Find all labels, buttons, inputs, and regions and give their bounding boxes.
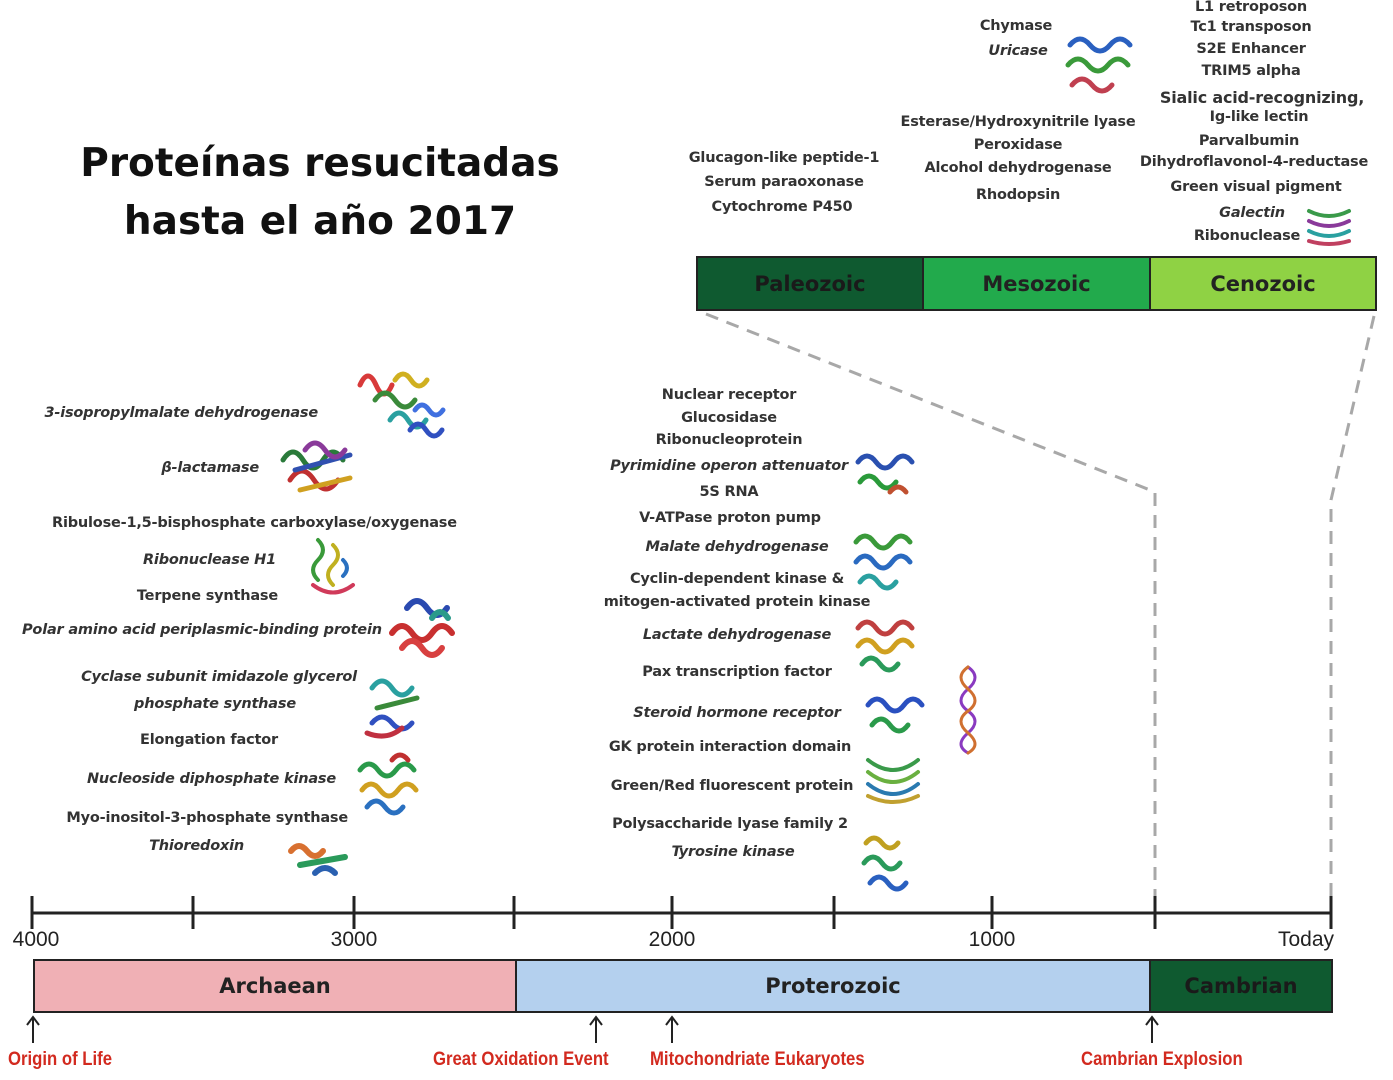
protein-label: Lactate dehydrogenase <box>642 627 832 643</box>
title-line-1: Proteínas resucitadas <box>80 141 560 186</box>
protein-label: Ribonuclease H1 <box>142 552 276 568</box>
event-origin-of-life: Origin of Life <box>8 1049 113 1070</box>
tick-label-3000: 3000 <box>330 928 378 951</box>
protein-label: Rhodopsin <box>975 187 1061 203</box>
protein-label: Peroxidase <box>973 137 1063 153</box>
protein-label: TRIM5 alpha <box>1201 63 1301 79</box>
protein-label: Pax transcription factor <box>642 664 832 680</box>
protein-label: Sialic acid-recognizing, <box>1159 88 1365 107</box>
protein-structure-icon <box>866 758 920 804</box>
protein-structure-icon <box>364 678 420 739</box>
protein-label: Polysaccharide lyase family 2 <box>612 816 848 832</box>
event-cambrian-explosion: Cambrian Explosion <box>1081 1049 1243 1070</box>
tick-label-4000: 4000 <box>12 928 60 951</box>
protein-label: Galectin <box>1219 205 1285 221</box>
eon-archaean: Archaean <box>33 959 517 1013</box>
protein-structure-icon <box>311 538 355 595</box>
protein-label: Parvalbumin <box>1198 133 1300 149</box>
protein-label: 3-isopropylmalate dehydrogenase <box>44 405 319 421</box>
protein-label: Glucosidase <box>681 410 777 426</box>
protein-label: Chymase <box>979 18 1053 34</box>
zoom-connector-right <box>1329 315 1376 896</box>
protein-label: Steroid hormone receptor <box>633 705 841 721</box>
event-arrows <box>26 1015 1159 1043</box>
tick-label-today: Today <box>1277 928 1335 951</box>
protein-label: Ribulose-1,5-bisphosphate carboxylase/ox… <box>52 515 457 531</box>
protein-label: GK protein interaction domain <box>608 739 852 755</box>
protein-label: Tc1 transposon <box>1190 19 1312 35</box>
protein-structure-icon <box>1065 36 1133 94</box>
protein-label: Ribonuclease <box>1193 228 1301 244</box>
event-great-oxidation: Great Oxidation Event <box>433 1049 609 1070</box>
protein-label: Ig-like lectin <box>1209 109 1309 125</box>
protein-label: Myo-inositol-3-phosphate synthase <box>66 810 348 826</box>
protein-label: Cyclase subunit imidazole glycerol <box>81 669 357 685</box>
protein-label: Nuclear receptor <box>661 387 797 403</box>
protein-label: Polar amino acid periplasmic-binding pro… <box>22 622 382 638</box>
era-cenozoic: Cenozoic <box>1149 256 1377 311</box>
protein-structure-icon <box>357 752 419 816</box>
protein-label: Green visual pigment <box>1170 179 1342 195</box>
eon-cambrian: Cambrian <box>1149 959 1333 1013</box>
protein-label: Esterase/Hydroxynitrile lyase <box>900 114 1136 130</box>
protein-structure-icon <box>861 835 909 892</box>
title-line-2: hasta el año 2017 <box>123 199 517 244</box>
protein-structure-icon <box>288 843 348 876</box>
protein-label: S2E Enhancer <box>1196 41 1306 57</box>
protein-label: Cyclin-dependent kinase & <box>629 571 845 587</box>
page-title: Proteínas resucitadas hasta el año 2017 <box>40 135 600 251</box>
era-mesozoic: Mesozoic <box>922 256 1151 311</box>
tick-label-2000: 2000 <box>648 928 696 951</box>
protein-structure-icon <box>389 598 455 658</box>
axis-ticks <box>30 896 1333 929</box>
protein-structure-icon <box>865 696 925 734</box>
protein-label: Cytochrome P450 <box>711 199 853 215</box>
protein-label: phosphate synthase <box>134 696 296 712</box>
protein-label: Malate dehydrogenase <box>645 539 829 555</box>
protein-label: Thioredoxin <box>149 838 244 854</box>
event-mitochondriate-eukaryotes: Mitochondriate Eukaryotes <box>650 1049 865 1070</box>
protein-structure-icon <box>853 533 913 591</box>
protein-label: Green/Red fluorescent protein <box>610 778 854 794</box>
protein-label: Uricase <box>988 43 1048 59</box>
protein-label: Nucleoside diphosphate kinase <box>86 771 336 787</box>
protein-label: mitogen-activated protein kinase <box>603 594 871 610</box>
protein-structure-icon <box>959 665 977 755</box>
protein-structure-icon <box>855 619 915 673</box>
era-paleozoic: Paleozoic <box>696 256 924 311</box>
protein-label: V-ATPase proton pump <box>639 510 821 526</box>
protein-structure-icon <box>855 453 915 495</box>
protein-label: Dihydroflavonol-4-reductase <box>1139 154 1369 170</box>
protein-label: Elongation factor <box>140 732 278 748</box>
protein-label: 5S RNA <box>699 484 759 500</box>
protein-label: β-lactamase <box>161 460 259 476</box>
protein-label: L1 retroposon <box>1194 0 1308 15</box>
protein-structure-icon <box>1307 209 1351 246</box>
protein-label: Glucagon-like peptide-1 <box>688 150 880 166</box>
protein-structure-icon <box>357 371 446 439</box>
protein-label: Alcohol dehydrogenase <box>924 160 1112 176</box>
tick-label-1000: 1000 <box>968 928 1016 951</box>
protein-label: Pyrimidine operon attenuator <box>610 458 848 474</box>
zoom-connector-left <box>705 312 1157 896</box>
protein-label: Tyrosine kinase <box>671 844 795 860</box>
eon-proterozoic: Proterozoic <box>515 959 1151 1013</box>
protein-label: Terpene synthase <box>136 588 278 604</box>
protein-structure-icon <box>280 440 353 493</box>
protein-label: Ribonucleoprotein <box>655 432 803 448</box>
protein-label: Serum paraoxonase <box>704 174 864 190</box>
